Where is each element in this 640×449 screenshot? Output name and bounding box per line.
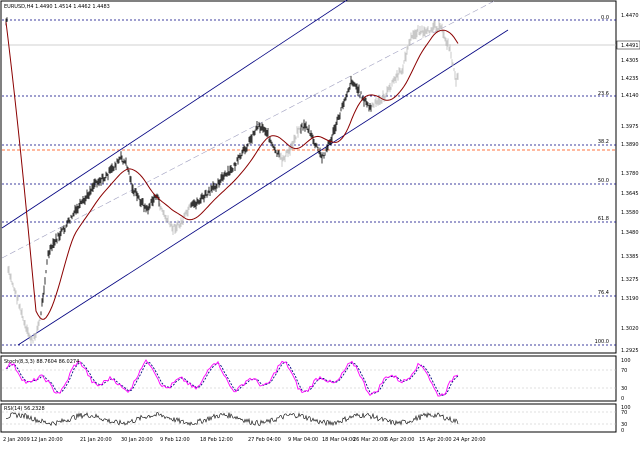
fib-label-76-4: 76.4 xyxy=(598,290,609,296)
channel-lower-line[interactable] xyxy=(17,29,509,346)
stoch-tick: 30 xyxy=(621,386,627,392)
channel-mid-line[interactable] xyxy=(1,0,500,259)
fib-label-38-2: 38.2 xyxy=(598,139,609,145)
price-tick: 1.3975 xyxy=(621,124,639,130)
rsi-pane-frame xyxy=(0,403,617,433)
stoch-tick: 0 xyxy=(621,396,624,402)
rsi-tick: 0 xyxy=(621,428,624,434)
price-tick: 1.4305 xyxy=(621,58,639,64)
main-price-pane[interactable]: EURUSD,H4 1.4490 1.4514 1.4462 1.4483 0.… xyxy=(0,0,617,354)
stochastic-title: Stoch(8,3,3) 88.7604 86.0274 xyxy=(4,359,79,365)
channel-upper-line[interactable] xyxy=(1,0,350,229)
price-tick: 1.4140 xyxy=(621,93,639,99)
fib-label-100: 100.0 xyxy=(595,339,609,345)
stochastic-pane[interactable]: Stoch(8,3,3) 88.7604 86.0274 xyxy=(0,355,617,402)
current-price-tag xyxy=(616,40,640,50)
stoch-tick: 100 xyxy=(621,358,631,364)
price-bars[interactable] xyxy=(5,17,459,344)
price-tick: 1.4235 xyxy=(621,76,639,82)
time-tick: 15 Apr 20:00 xyxy=(419,437,452,443)
time-tick: 18 Feb 12:00 xyxy=(200,437,233,443)
time-tick: 21 Jan 20:00 xyxy=(80,437,112,443)
rsi-tick: 100 xyxy=(621,405,631,411)
trend-channel[interactable] xyxy=(1,0,509,346)
time-tick: 27 Feb 04:00 xyxy=(248,437,281,443)
time-tick: 12 Jan 20:00 xyxy=(31,437,63,443)
rsi-tick: 70 xyxy=(621,410,627,416)
price-tick: 1.3385 xyxy=(621,254,639,260)
time-tick: 9 Mar 04:00 xyxy=(288,437,318,443)
price-tick: 1.3020 xyxy=(621,326,639,332)
price-tick: 1.3480 xyxy=(621,230,639,236)
chart-title: EURUSD,H4 1.4490 1.4514 1.4462 1.4483 xyxy=(4,4,110,10)
moving-average-line[interactable] xyxy=(5,21,459,320)
fib-label-50: 50.0 xyxy=(598,178,609,184)
rsi-tick: 30 xyxy=(621,422,627,428)
fib-label-23-6: 23.6 xyxy=(598,91,609,97)
time-tick: 18 Mar 04:00 xyxy=(322,437,355,443)
stochastic-main-line[interactable] xyxy=(5,359,459,397)
price-tick: 1.3780 xyxy=(621,171,639,177)
stoch-tick: 70 xyxy=(621,368,627,374)
time-tick: 26 Mar 20:00 xyxy=(353,437,386,443)
stochastic-axis: 100 70 30 0 xyxy=(621,358,631,402)
price-tick: 1.3645 xyxy=(621,191,639,197)
fib-label-61-8: 61.8 xyxy=(598,216,609,222)
time-axis: 2 Jan 2009 12 Jan 20:00 21 Jan 20:00 30 … xyxy=(3,437,486,443)
time-tick: 6 Apr 20:00 xyxy=(385,437,414,443)
price-tick: 1.3890 xyxy=(621,142,639,148)
rsi-pane[interactable]: RSI(14) 56.2328 xyxy=(0,403,617,433)
current-price-label: 1.4491 xyxy=(621,43,639,49)
price-tick: 1.3580 xyxy=(621,210,639,216)
stochastic-signal-line[interactable] xyxy=(5,361,459,396)
rsi-line[interactable] xyxy=(6,412,459,427)
price-tick: 1.4470 xyxy=(621,13,639,19)
fibonacci-levels xyxy=(2,19,616,346)
stochastic-pane-frame xyxy=(0,355,617,402)
rsi-axis: 100 70 30 0 xyxy=(621,405,631,434)
price-tick: 1.3275 xyxy=(621,277,639,283)
price-axis: 1.4470 1.4491 1.4305 1.4235 1.4140 1.397… xyxy=(616,13,640,354)
time-tick: 24 Apr 20:00 xyxy=(453,437,486,443)
fib-label-0: 0.0 xyxy=(601,15,609,21)
main-pane-frame xyxy=(0,0,617,354)
price-tick: 1.3190 xyxy=(621,296,639,302)
price-tick: 1.2925 xyxy=(621,348,639,354)
time-tick: 2 Jan 2009 xyxy=(3,437,30,443)
time-tick: 9 Feb 12:00 xyxy=(160,437,190,443)
time-tick: 30 Jan 20:00 xyxy=(121,437,153,443)
rsi-title: RSI(14) 56.2328 xyxy=(4,406,45,412)
